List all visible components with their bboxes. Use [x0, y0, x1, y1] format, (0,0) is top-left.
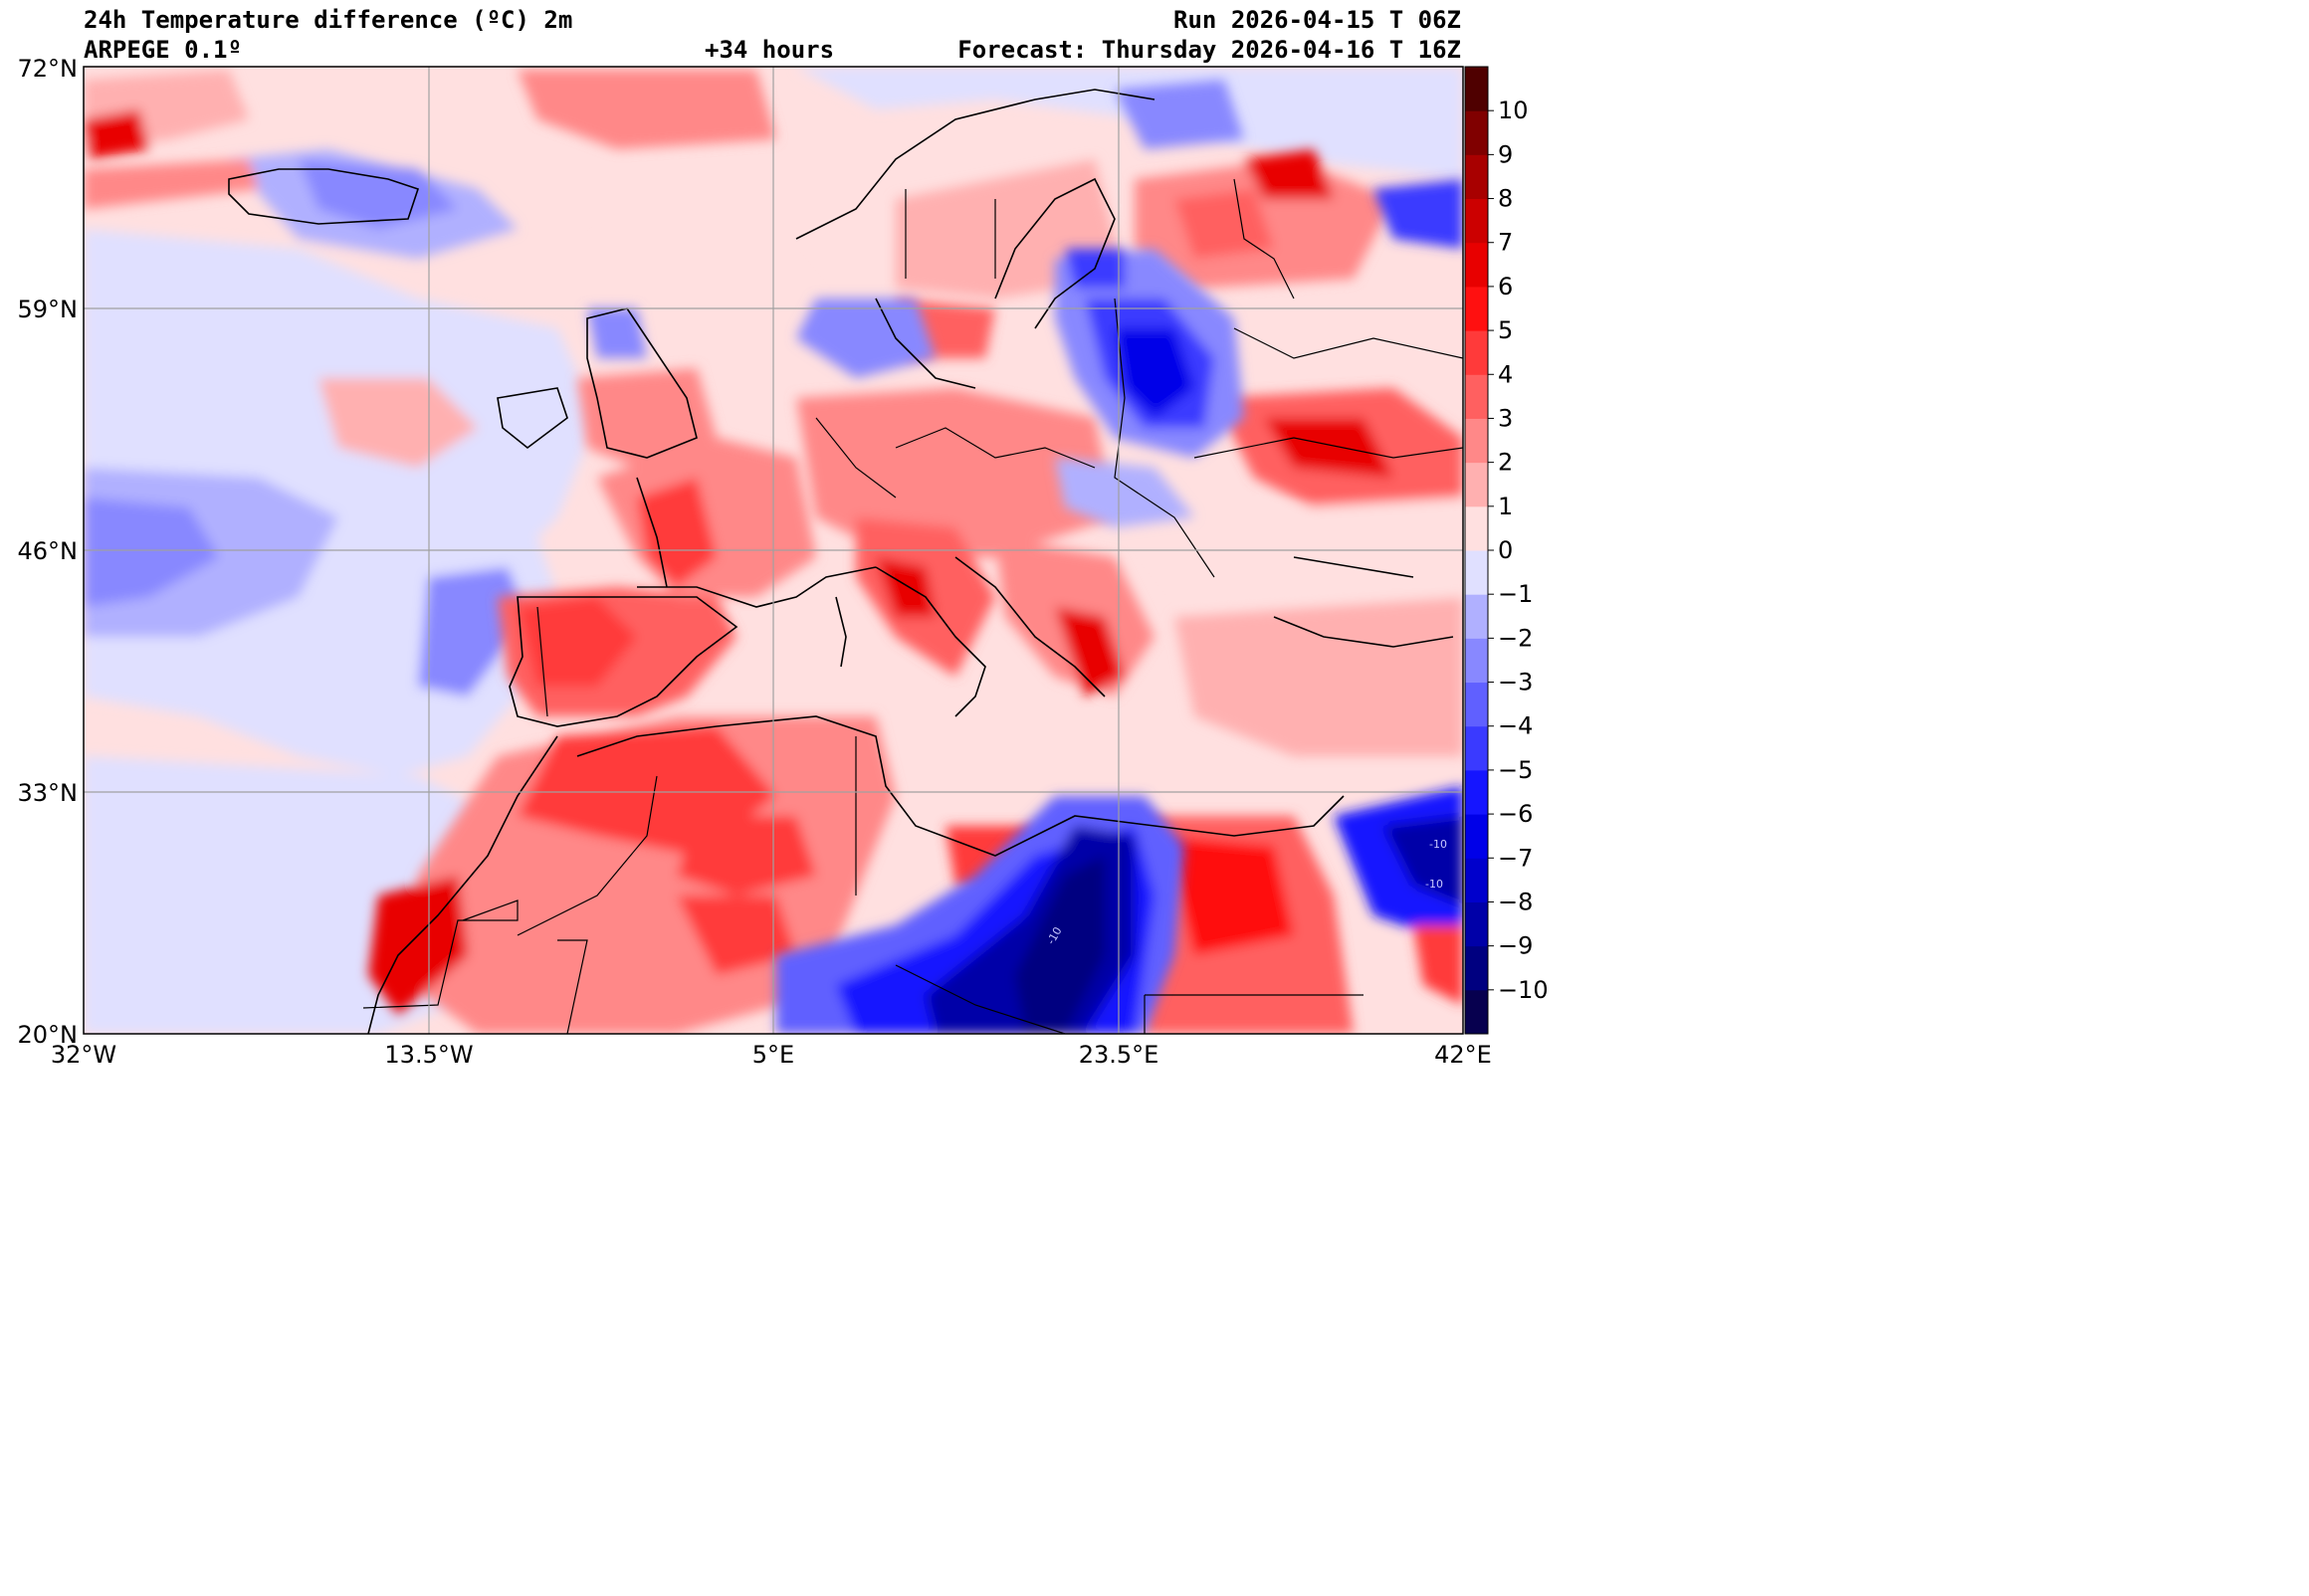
colorbar-segment: [1465, 110, 1488, 155]
contour-label: -10: [1429, 838, 1447, 851]
colorbar-segment: [1465, 594, 1488, 639]
colorbar-tick-label: −7: [1498, 844, 1533, 872]
colorbar-tick-label: 8: [1498, 185, 1513, 213]
colorbar-segment: [1465, 505, 1488, 551]
colorbar-segment: [1465, 769, 1488, 815]
colorbar-tick-label: −5: [1498, 756, 1533, 784]
colorbar-segment: [1465, 858, 1488, 902]
colorbar-tick-label: −8: [1498, 888, 1533, 915]
colorbar-tick-label: 6: [1498, 273, 1513, 300]
colorbar-segment: [1465, 374, 1488, 419]
colorbar-tick-label: 5: [1498, 316, 1513, 344]
colorbar-segment: [1465, 682, 1488, 727]
colorbar-tick-label: 3: [1498, 404, 1513, 432]
lon-label: 32°W: [51, 1041, 116, 1069]
lon-label: 42°E: [1434, 1041, 1492, 1069]
colorbar-segment: [1465, 945, 1488, 991]
colorbar-segment: [1465, 725, 1488, 771]
forecast-time: Forecast: Thursday 2026-04-16 T 16Z: [957, 36, 1461, 64]
lat-label: 20°N: [18, 1021, 79, 1049]
colorbar-tick-label: 9: [1498, 140, 1513, 168]
colorbar-tick-label: 10: [1498, 97, 1529, 124]
colorbar-tick-label: 4: [1498, 360, 1513, 388]
borders: [362, 178, 1463, 1034]
run-time: Run 2026-04-15 T 06Z: [1173, 6, 1461, 34]
lon-label: 5°E: [752, 1041, 794, 1069]
colorbar-segment: [1465, 638, 1488, 684]
latitude-labels: 72°N 59°N 46°N 33°N 20°N: [18, 55, 79, 1049]
colorbar-tick-label: −6: [1498, 800, 1533, 828]
lon-label: 23.5°E: [1079, 1041, 1159, 1069]
lat-label: 59°N: [18, 296, 79, 323]
lat-label: 46°N: [18, 537, 79, 565]
colorbar-segment: [1465, 989, 1488, 1035]
lat-label: 33°N: [18, 779, 79, 807]
colorbar-tick-label: −4: [1498, 712, 1533, 740]
lat-label: 72°N: [18, 55, 79, 83]
colorbar-segment: [1465, 67, 1488, 111]
colorbar-segment: [1465, 286, 1488, 331]
colorbar-segment: [1465, 330, 1488, 375]
lead-time: +34 hours: [705, 36, 835, 64]
colorbar-segment: [1465, 154, 1488, 200]
colorbar-tick-label: 0: [1498, 536, 1513, 564]
colorbar-tick-label: 2: [1498, 449, 1513, 477]
map-title: 24h Temperature difference (ºC) 2m: [84, 6, 573, 34]
colorbar-tick-label: 7: [1498, 229, 1513, 257]
colorbar-segment: [1465, 418, 1488, 464]
longitude-labels: 32°W 13.5°W 5°E 23.5°E 42°E: [51, 1041, 1492, 1069]
colorbar-tick-label: −1: [1498, 580, 1533, 608]
colorbar-tick-label: −9: [1498, 932, 1533, 960]
colorbar-segment: [1465, 550, 1488, 595]
coastlines: [228, 89, 1454, 1034]
colorbar-segment: [1465, 198, 1488, 244]
lon-label: 13.5°W: [384, 1041, 473, 1069]
colorbar-segment: [1465, 242, 1488, 288]
colorbar-tick-label: −3: [1498, 669, 1533, 697]
colorbar-tick-label: 1: [1498, 493, 1513, 520]
colorbar-tick-label: −10: [1498, 976, 1549, 1004]
colorbar-segment: [1465, 901, 1488, 947]
map-figure: -10 -10 -10 72°N 59°N 46°N 33°N 20°N 32°…: [18, 55, 1549, 1069]
colorbar-tick-label: −2: [1498, 624, 1533, 652]
model-name: ARPEGE 0.1º: [84, 36, 242, 64]
map-frame: [83, 66, 1464, 1035]
graticule: [84, 67, 1463, 1034]
temperature-field: -10 -10 -10: [84, 67, 1463, 1034]
colorbar-segment: [1465, 462, 1488, 507]
contour-label: -10: [1425, 878, 1443, 891]
colorbar-segment: [1465, 814, 1488, 859]
